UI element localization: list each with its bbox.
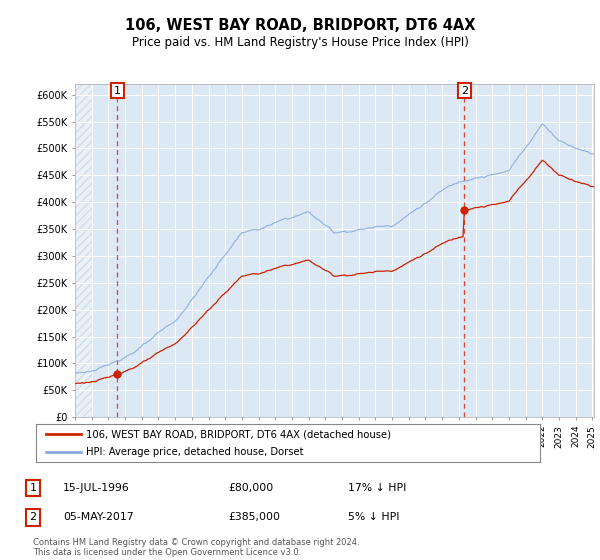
Text: Contains HM Land Registry data © Crown copyright and database right 2024.
This d: Contains HM Land Registry data © Crown c… — [33, 538, 359, 557]
Text: £385,000: £385,000 — [228, 512, 280, 522]
Text: HPI: Average price, detached house, Dorset: HPI: Average price, detached house, Dors… — [86, 447, 304, 458]
Text: 106, WEST BAY ROAD, BRIDPORT, DT6 4AX: 106, WEST BAY ROAD, BRIDPORT, DT6 4AX — [125, 18, 475, 33]
Text: £80,000: £80,000 — [228, 483, 273, 493]
Text: 05-MAY-2017: 05-MAY-2017 — [63, 512, 134, 522]
Text: 2: 2 — [461, 86, 468, 96]
Text: 17% ↓ HPI: 17% ↓ HPI — [348, 483, 406, 493]
Text: 1: 1 — [114, 86, 121, 96]
Text: 15-JUL-1996: 15-JUL-1996 — [63, 483, 130, 493]
Text: 106, WEST BAY ROAD, BRIDPORT, DT6 4AX (detached house): 106, WEST BAY ROAD, BRIDPORT, DT6 4AX (d… — [86, 429, 391, 439]
Text: Price paid vs. HM Land Registry's House Price Index (HPI): Price paid vs. HM Land Registry's House … — [131, 36, 469, 49]
Text: 2: 2 — [29, 512, 37, 522]
Text: 5% ↓ HPI: 5% ↓ HPI — [348, 512, 400, 522]
Text: 1: 1 — [29, 483, 37, 493]
